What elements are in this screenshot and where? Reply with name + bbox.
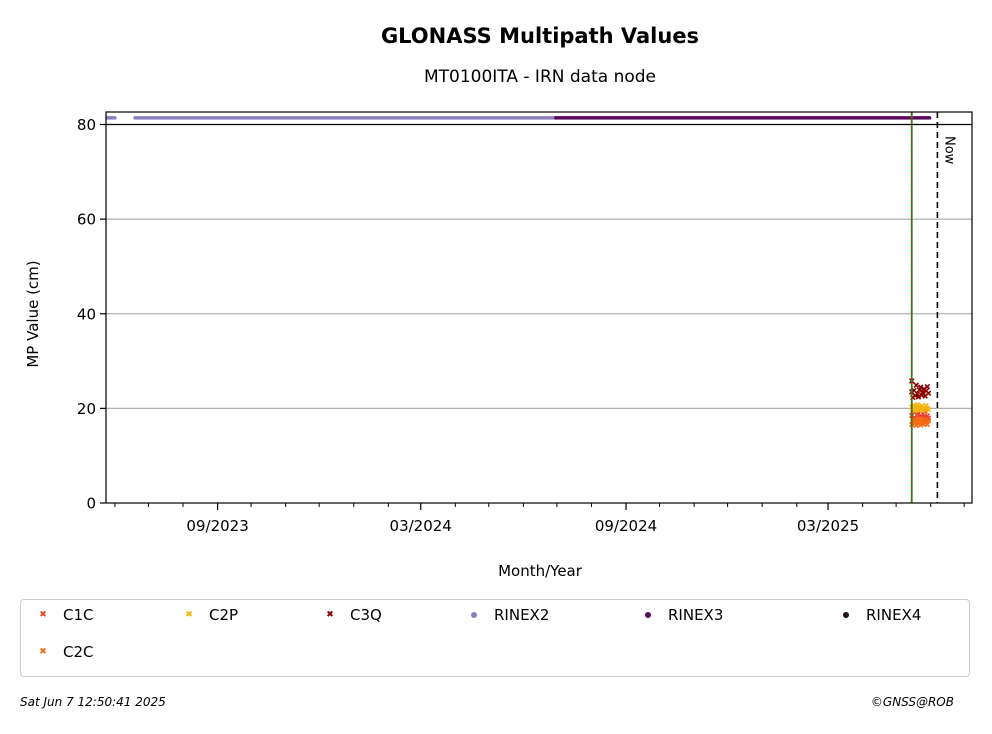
now-label: Now — [941, 136, 956, 165]
data-point — [925, 407, 932, 413]
legend-marker-icon: ✖ — [39, 609, 47, 620]
legend-marker-icon: ✖ — [39, 646, 47, 657]
legend-marker-icon — [638, 612, 658, 618]
data-point — [925, 390, 932, 397]
legend-marker-icon: ✖ — [185, 609, 193, 620]
y-axis-label: MP Value (cm) — [24, 260, 42, 367]
y-tick-label: 60 — [77, 211, 96, 229]
legend-label: C2P — [209, 606, 239, 624]
legend-item-c1c: ✖ C1C — [33, 606, 94, 624]
series-rinex2 — [105, 116, 558, 120]
legend: ✖ C1C ✖ C2P ✖ C3Q RINEX2 RINEX3 RINEX4 ✖ C2C — [20, 599, 970, 677]
footer-credit: ©GNSS@ROB — [870, 695, 954, 709]
legend-label: C3Q — [350, 606, 382, 624]
x-tick-label: 03/2025 — [797, 517, 859, 535]
data-marks — [105, 116, 932, 429]
chart-subtitle: MT0100ITA - IRN data node — [424, 67, 656, 87]
data-point — [914, 390, 921, 397]
data-point — [917, 384, 924, 390]
series-c3q — [908, 378, 932, 401]
data-point — [113, 116, 117, 120]
series-rinex3 — [554, 116, 932, 120]
grid — [106, 218, 972, 409]
chart-title: GLONASS Multipath Values — [381, 24, 699, 48]
legend-item-rinex2: RINEX2 — [464, 606, 549, 624]
legend-item-rinex3: RINEX3 — [638, 606, 723, 624]
data-point — [920, 389, 926, 396]
x-tick-label: 09/2024 — [595, 517, 657, 535]
reference-lines: Now — [910, 112, 956, 503]
series-c2c — [908, 416, 932, 429]
y-tick-label: 80 — [77, 116, 96, 134]
y-tick-label: 40 — [77, 305, 96, 323]
legend-item-rinex4: RINEX4 — [836, 606, 921, 624]
data-point — [924, 383, 931, 390]
data-point — [924, 421, 931, 428]
data-point — [913, 382, 919, 388]
y-axis-ticks: 0 20 40 60 80 — [77, 116, 106, 513]
legend-label: RINEX3 — [668, 606, 724, 624]
x-tick-label: 09/2023 — [186, 517, 248, 535]
legend-label: C2C — [63, 643, 94, 661]
legend-item-c2p: ✖ C2P — [179, 606, 238, 624]
data-point — [927, 116, 932, 120]
legend-marker-icon: ✖ — [326, 609, 334, 620]
plot-frame — [105, 111, 973, 504]
legend-label: C1C — [63, 606, 94, 624]
legend-label: RINEX4 — [866, 606, 922, 624]
y-tick-label: 0 — [86, 495, 96, 513]
footer-timestamp: Sat Jun 7 12:50:41 2025 — [20, 695, 166, 709]
x-axis-label: Month/Year — [498, 562, 583, 580]
legend-label: RINEX2 — [494, 606, 550, 624]
legend-item-c3q: ✖ C3Q — [320, 606, 382, 624]
y-tick-label: 20 — [77, 400, 96, 418]
chart: GLONASS Multipath Values MT0100ITA - IRN… — [24, 24, 973, 580]
x-axis-ticks: 09/2023 03/2024 09/2024 03/2025 — [114, 503, 965, 535]
data-point — [915, 394, 922, 400]
x-tick-label: 03/2024 — [390, 517, 452, 535]
legend-marker-icon — [836, 612, 856, 618]
data-point — [925, 417, 932, 424]
legend-marker-icon — [464, 612, 484, 618]
legend-item-c2c: ✖ C2C — [33, 643, 94, 661]
